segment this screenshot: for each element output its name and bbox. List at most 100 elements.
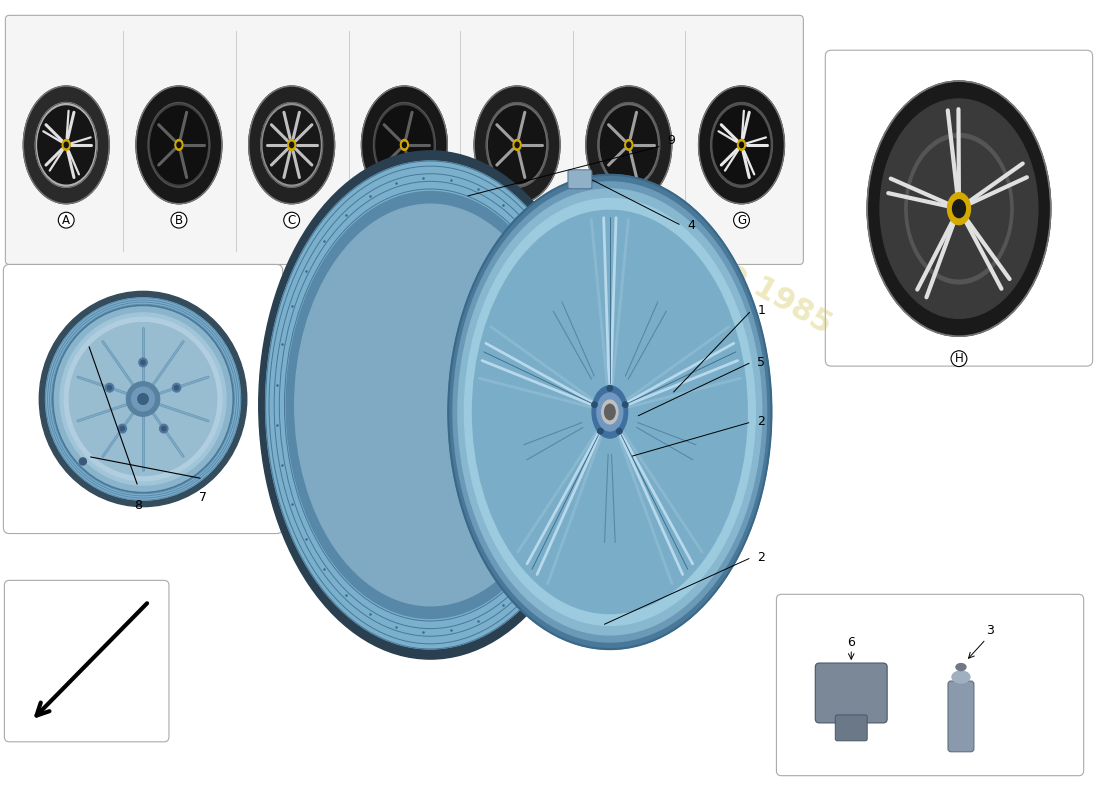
FancyBboxPatch shape	[3, 265, 283, 534]
Ellipse shape	[35, 102, 97, 187]
Ellipse shape	[486, 102, 548, 187]
FancyBboxPatch shape	[948, 681, 974, 752]
Ellipse shape	[605, 404, 615, 420]
Ellipse shape	[474, 86, 560, 204]
FancyBboxPatch shape	[777, 594, 1084, 776]
FancyBboxPatch shape	[6, 15, 803, 265]
Ellipse shape	[126, 382, 160, 416]
Ellipse shape	[627, 142, 630, 148]
Ellipse shape	[148, 102, 210, 187]
Ellipse shape	[108, 386, 111, 390]
FancyBboxPatch shape	[815, 663, 887, 723]
Ellipse shape	[711, 102, 772, 187]
Ellipse shape	[162, 426, 166, 430]
Text: since 1985: since 1985	[662, 222, 837, 339]
Ellipse shape	[403, 142, 406, 148]
Ellipse shape	[597, 429, 603, 434]
Ellipse shape	[177, 142, 180, 148]
Text: F: F	[626, 214, 632, 226]
Ellipse shape	[513, 139, 521, 150]
Ellipse shape	[160, 424, 168, 433]
Ellipse shape	[53, 306, 233, 493]
Ellipse shape	[952, 671, 970, 683]
Ellipse shape	[737, 139, 746, 150]
Ellipse shape	[79, 458, 87, 465]
Ellipse shape	[265, 161, 595, 649]
Text: 8: 8	[134, 498, 142, 512]
Ellipse shape	[956, 663, 966, 670]
Ellipse shape	[623, 402, 628, 407]
Ellipse shape	[592, 386, 628, 438]
Ellipse shape	[947, 193, 970, 225]
Text: 9: 9	[668, 134, 675, 147]
Ellipse shape	[909, 138, 1010, 279]
Ellipse shape	[400, 139, 408, 150]
Ellipse shape	[288, 139, 296, 150]
FancyBboxPatch shape	[4, 580, 169, 742]
Ellipse shape	[151, 106, 208, 184]
Ellipse shape	[453, 182, 767, 642]
Text: a passion for parts: a passion for parts	[472, 358, 728, 521]
Text: G: G	[737, 214, 746, 226]
Text: A: A	[63, 214, 70, 226]
Ellipse shape	[953, 200, 966, 218]
FancyBboxPatch shape	[825, 50, 1092, 366]
Ellipse shape	[713, 106, 770, 184]
Ellipse shape	[139, 358, 147, 366]
Ellipse shape	[473, 210, 747, 614]
Ellipse shape	[175, 386, 178, 390]
Text: 4: 4	[688, 219, 695, 232]
Text: B: B	[175, 214, 183, 226]
Text: H: H	[955, 352, 964, 365]
Ellipse shape	[592, 402, 597, 407]
Text: 7: 7	[199, 490, 207, 504]
Ellipse shape	[376, 106, 432, 184]
Ellipse shape	[45, 298, 241, 500]
Ellipse shape	[617, 429, 623, 434]
Text: 5: 5	[758, 356, 766, 369]
Ellipse shape	[880, 99, 1038, 318]
Text: 3: 3	[986, 624, 993, 637]
Ellipse shape	[286, 191, 574, 618]
Ellipse shape	[138, 394, 148, 404]
Ellipse shape	[625, 139, 632, 150]
Ellipse shape	[586, 86, 672, 204]
Ellipse shape	[911, 166, 961, 214]
Ellipse shape	[40, 291, 246, 506]
Text: E: E	[514, 214, 520, 226]
Text: C: C	[287, 214, 296, 226]
Ellipse shape	[374, 102, 436, 187]
Ellipse shape	[69, 322, 217, 475]
Ellipse shape	[132, 387, 154, 411]
Text: 2: 2	[758, 415, 766, 429]
FancyBboxPatch shape	[835, 715, 867, 741]
Ellipse shape	[141, 360, 145, 365]
Ellipse shape	[607, 386, 613, 391]
Ellipse shape	[905, 134, 1013, 284]
Ellipse shape	[63, 139, 70, 150]
Ellipse shape	[597, 393, 623, 431]
Ellipse shape	[488, 106, 546, 184]
Ellipse shape	[136, 86, 222, 204]
Ellipse shape	[601, 106, 657, 184]
Ellipse shape	[449, 174, 771, 649]
Ellipse shape	[37, 106, 95, 184]
Ellipse shape	[515, 142, 519, 148]
Ellipse shape	[258, 151, 602, 659]
Text: 2: 2	[758, 551, 766, 564]
Ellipse shape	[263, 106, 320, 184]
Text: D: D	[399, 214, 409, 226]
Ellipse shape	[598, 102, 660, 187]
Ellipse shape	[362, 86, 448, 204]
Ellipse shape	[118, 424, 127, 433]
Ellipse shape	[23, 86, 109, 204]
Ellipse shape	[289, 142, 294, 148]
Ellipse shape	[602, 400, 618, 424]
Ellipse shape	[458, 189, 761, 635]
Ellipse shape	[60, 313, 226, 485]
Ellipse shape	[261, 102, 322, 187]
Ellipse shape	[464, 198, 756, 626]
Ellipse shape	[173, 383, 180, 392]
Ellipse shape	[64, 318, 222, 481]
Ellipse shape	[295, 204, 565, 606]
